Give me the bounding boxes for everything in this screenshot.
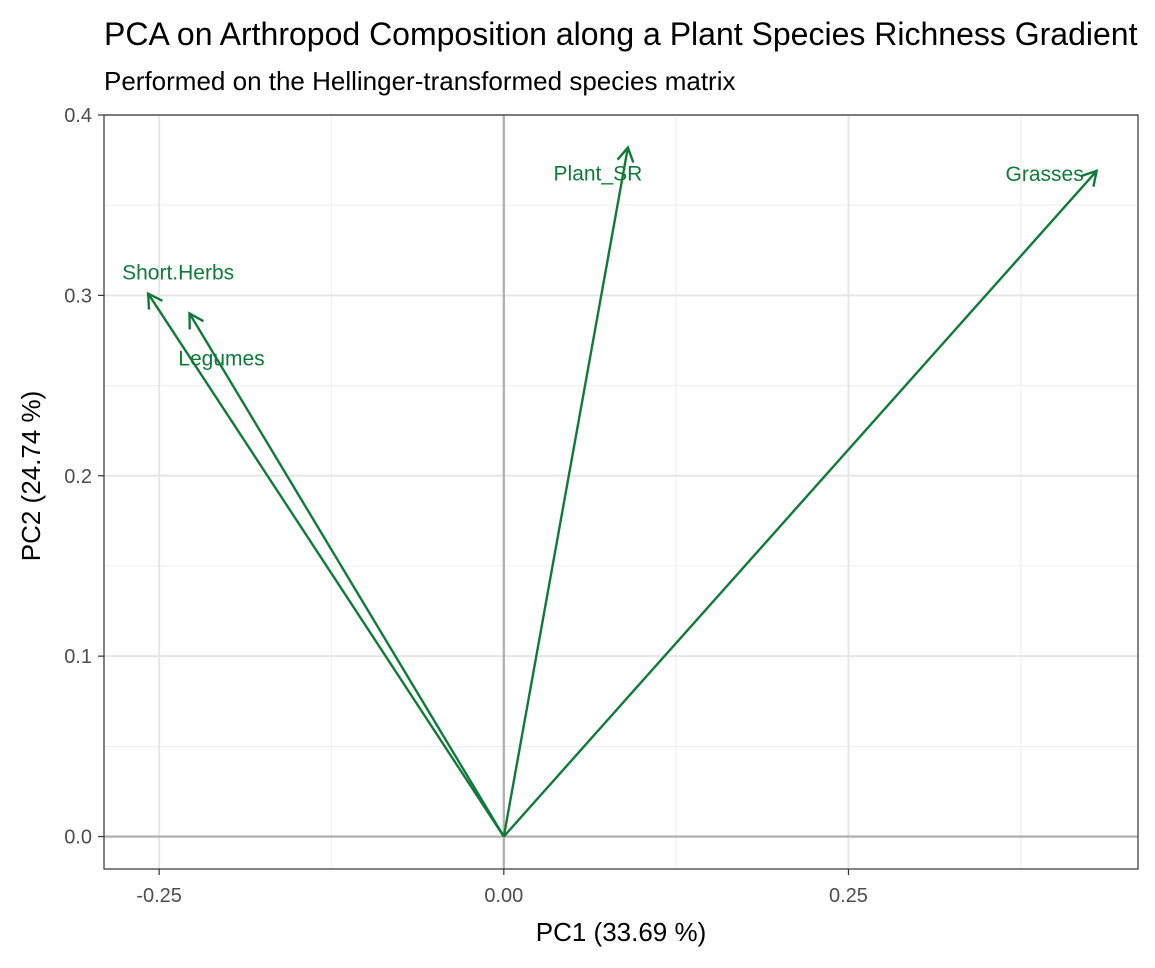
loading-vector-labels: Short.Herbs Legumes Plant_SR Grasses: [122, 162, 1084, 370]
y-tick-label: 0.0: [64, 827, 92, 849]
loading-vector-arrowhead: [1081, 169, 1099, 187]
chart-title: PCA on Arthropod Composition along a Pla…: [104, 16, 1138, 52]
grid-minor: [104, 115, 1138, 869]
y-tick-label: 0.4: [64, 105, 92, 127]
loading-vector: [147, 292, 505, 838]
y-axis-ticks: 0.0 0.1 0.2 0.3 0.4: [64, 105, 104, 849]
y-tick-label: 0.2: [64, 466, 92, 488]
loading-vector: [502, 170, 1098, 838]
loading-vector-arrowhead: [188, 311, 205, 330]
y-axis-title: PC2 (24.74 %): [16, 391, 46, 562]
x-axis-title: PC1 (33.69 %): [536, 917, 707, 947]
loading-vector: [188, 312, 505, 838]
chart-subtitle: Performed on the Hellinger-transformed s…: [104, 66, 735, 96]
plot-panel-border: [103, 114, 1139, 870]
loading-vector-arrowhead: [146, 291, 163, 310]
loading-vector: [502, 147, 630, 837]
loading-vector-label: Grasses: [1006, 163, 1084, 186]
y-tick-label: 0.1: [64, 646, 92, 668]
y-tick-label: 0.3: [64, 285, 92, 307]
loading-vector-label: Plant_SR: [554, 162, 643, 185]
plot-panel: [104, 115, 1138, 869]
x-tick-label: -0.25: [136, 885, 182, 907]
zero-lines: [104, 115, 1138, 869]
x-tick-label: 0.25: [829, 885, 868, 907]
x-tick-label: 0.00: [484, 885, 523, 907]
loading-vector-arrowhead: [616, 145, 635, 163]
loading-vector-label: Legumes: [178, 347, 264, 370]
x-axis-ticks: -0.25 0.00 0.25: [136, 869, 868, 907]
loading-vector-label: Short.Herbs: [122, 262, 234, 285]
loading-vectors: [146, 145, 1099, 838]
